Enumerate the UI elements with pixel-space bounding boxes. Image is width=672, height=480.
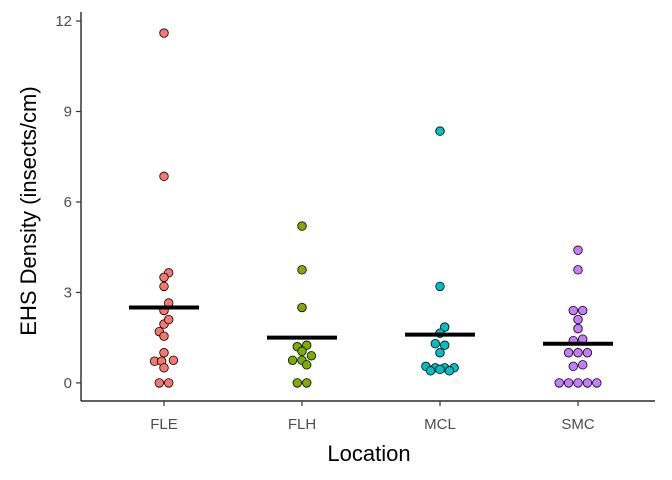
y-tick-label: 6	[64, 194, 72, 211]
data-point	[163, 378, 174, 388]
data-point	[287, 355, 298, 365]
x-tick-label: FLE	[150, 416, 178, 433]
data-point	[563, 348, 574, 358]
data-point	[573, 265, 583, 275]
data-point	[563, 378, 574, 388]
data-point	[159, 272, 169, 283]
y-tick-label: 3	[64, 284, 72, 301]
data-point	[292, 378, 303, 388]
data-point	[573, 314, 583, 325]
data-point	[573, 378, 583, 388]
series-flh	[267, 221, 337, 388]
data-point	[159, 348, 169, 358]
y-axis-title: EHS Density (insects/cm)	[16, 86, 41, 335]
data-point	[159, 363, 169, 373]
data-point	[168, 355, 179, 365]
data-point	[435, 126, 445, 136]
data-point	[582, 378, 593, 388]
data-point	[430, 339, 441, 349]
data-point	[159, 281, 169, 292]
data-point	[163, 314, 174, 325]
data-point	[554, 378, 564, 388]
series-mcl	[405, 126, 475, 376]
data-point	[568, 361, 579, 372]
data-point	[159, 28, 169, 38]
data-point	[302, 360, 312, 370]
data-point	[297, 302, 307, 313]
series-fle	[129, 28, 199, 388]
x-tick-label: SMC	[561, 416, 595, 433]
data-point	[578, 360, 588, 370]
data-point	[573, 245, 583, 255]
y-tick-label: 0	[64, 375, 72, 392]
data-point	[297, 265, 307, 275]
data-point	[582, 348, 593, 358]
axes: 0 3 6 9 12 FLE FLH MCL SMC	[55, 12, 655, 433]
plot-area	[129, 28, 613, 388]
data-point	[435, 348, 445, 358]
data-point	[154, 378, 165, 388]
x-axis-title: Location	[327, 441, 410, 466]
y-tick-label: 12	[55, 13, 72, 30]
x-tick-label: FLH	[288, 416, 316, 433]
data-point	[297, 221, 307, 231]
series-smc	[543, 245, 613, 388]
data-point	[573, 348, 583, 358]
data-point	[306, 351, 317, 361]
data-point	[302, 378, 312, 388]
data-point	[425, 366, 436, 376]
data-point	[159, 331, 169, 341]
data-point	[444, 366, 455, 376]
data-point	[440, 340, 450, 350]
y-tick-label: 9	[64, 104, 72, 121]
x-tick-label: MCL	[424, 416, 456, 433]
data-point	[578, 305, 588, 316]
data-point	[297, 346, 307, 356]
data-point	[568, 305, 579, 316]
data-point	[573, 323, 583, 334]
data-point	[435, 364, 445, 375]
data-point	[592, 378, 602, 388]
data-point	[159, 171, 169, 182]
data-point	[435, 281, 445, 292]
